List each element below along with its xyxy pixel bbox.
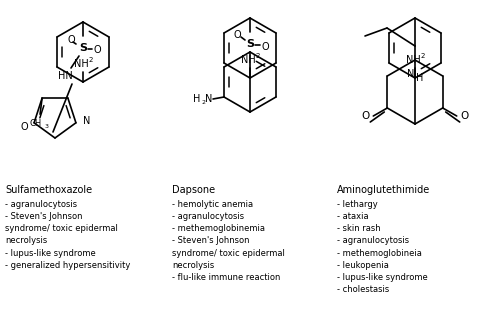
Text: O: O	[233, 30, 241, 40]
Text: O: O	[93, 45, 101, 55]
Text: 2: 2	[256, 53, 260, 59]
Text: H: H	[194, 94, 200, 104]
Text: Aminoglutethimide: Aminoglutethimide	[337, 185, 430, 195]
Text: O: O	[20, 122, 28, 132]
Text: N: N	[408, 69, 414, 79]
Text: O: O	[261, 42, 269, 52]
Text: 2: 2	[89, 57, 93, 63]
Text: N: N	[206, 94, 212, 104]
Text: 2: 2	[421, 53, 425, 59]
Text: H: H	[416, 73, 424, 83]
Text: NH: NH	[74, 59, 88, 69]
Text: S: S	[246, 39, 254, 49]
Text: Sulfamethoxazole: Sulfamethoxazole	[5, 185, 92, 195]
Text: HN: HN	[58, 71, 72, 81]
Text: O: O	[460, 111, 469, 121]
Text: - hemolytic anemia
- agranulocytosis
- methemoglobinemia
- Steven's Johnson
synd: - hemolytic anemia - agranulocytosis - m…	[172, 200, 285, 282]
Text: S: S	[79, 43, 87, 53]
Text: O: O	[361, 111, 370, 121]
Text: NH: NH	[240, 55, 256, 65]
Text: 2: 2	[201, 100, 205, 106]
Text: Dapsone: Dapsone	[172, 185, 215, 195]
Text: N: N	[83, 116, 90, 126]
Text: O: O	[67, 35, 75, 45]
Text: 3: 3	[44, 124, 48, 129]
Text: CH: CH	[30, 119, 42, 128]
Text: - lethargy
- ataxia
- skin rash
- agranulocytosis
- methemoglobineia
- leukopeni: - lethargy - ataxia - skin rash - agranu…	[337, 200, 428, 294]
Text: NH: NH	[406, 55, 420, 65]
Text: - agranulocytosis
- Steven's Johnson
syndrome/ toxic epidermal
necrolysis
- lupu: - agranulocytosis - Steven's Johnson syn…	[5, 200, 130, 270]
